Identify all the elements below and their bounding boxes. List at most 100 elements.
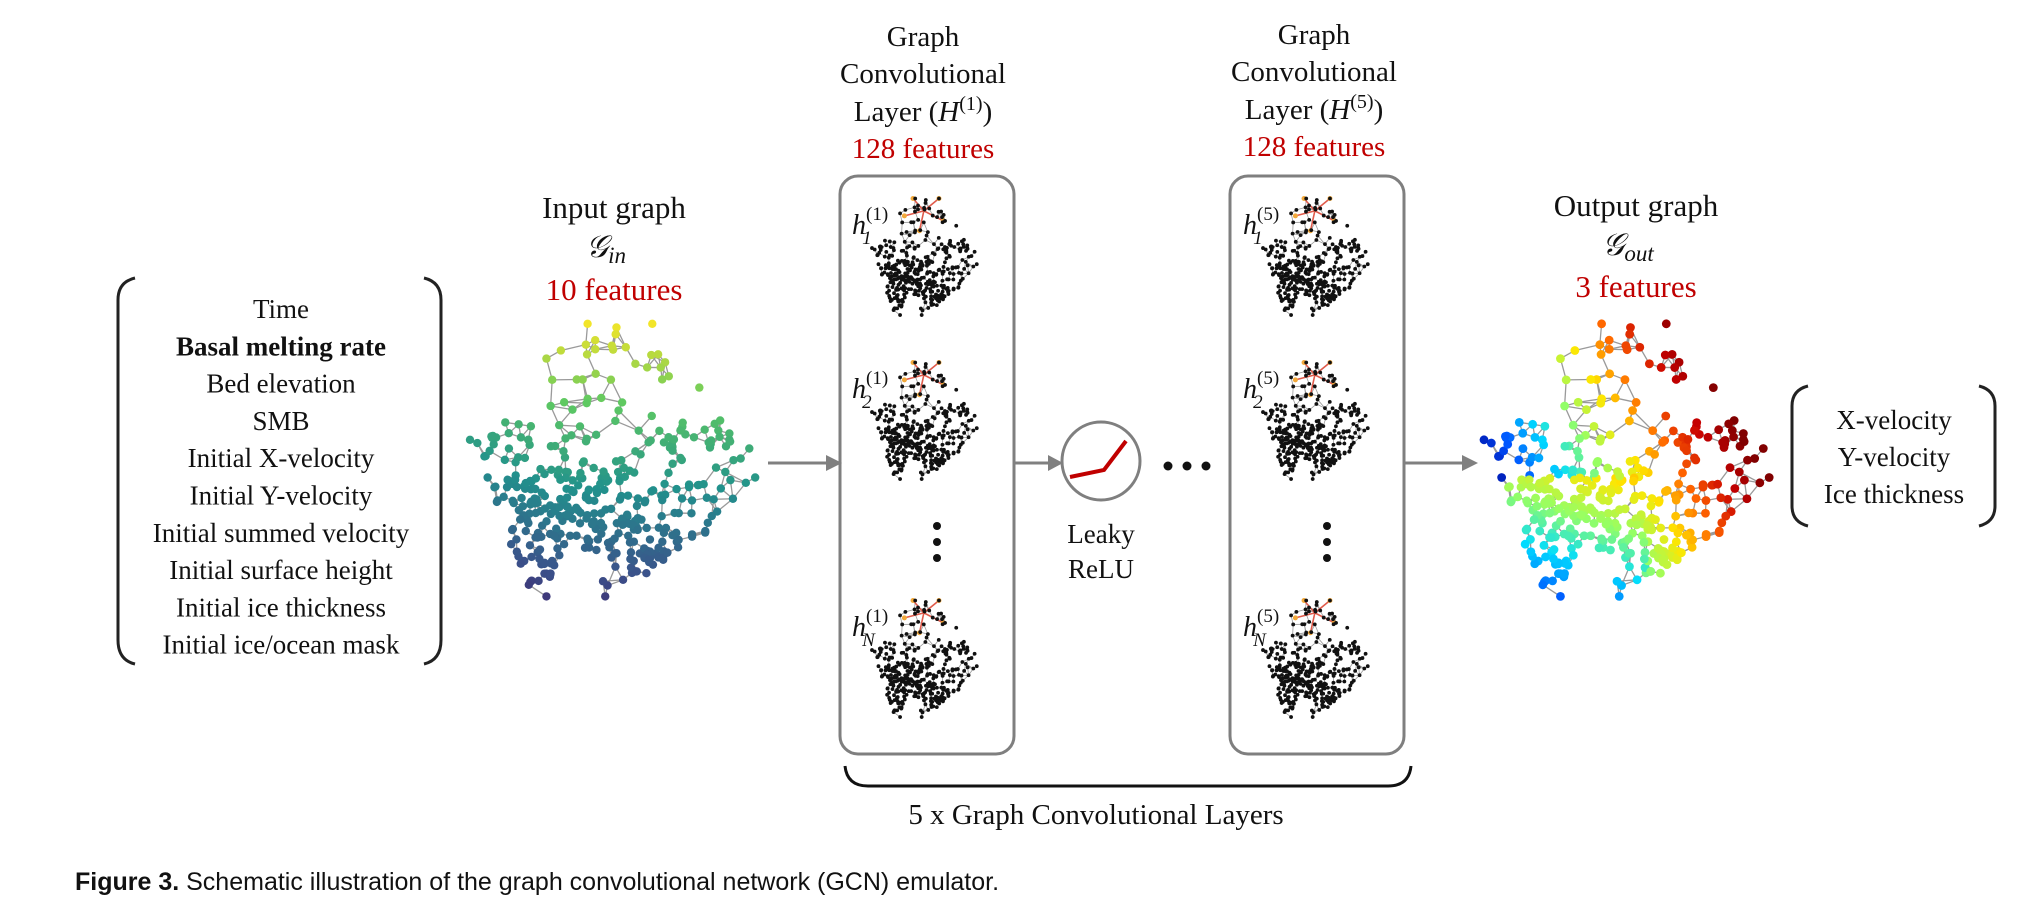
mesh-node: [894, 679, 899, 684]
mesh-node: [936, 373, 941, 378]
mesh-node: [925, 427, 929, 432]
mesh-node: [894, 451, 899, 456]
mesh-node: [936, 268, 941, 273]
mesh-node: [944, 658, 949, 663]
mesh-node: [902, 676, 907, 681]
mesh-node: [928, 661, 933, 666]
mesh-node: [936, 399, 941, 404]
mesh-node: [567, 486, 576, 495]
relu-label-line2: ReLU: [1068, 554, 1134, 584]
mesh-node: [894, 267, 898, 272]
mesh-node: [913, 209, 917, 214]
mesh-node: [962, 430, 967, 435]
mesh-node: [940, 617, 944, 622]
mesh-node: [944, 250, 949, 255]
mesh-node: [971, 666, 976, 671]
input-feature-item: Time: [253, 294, 309, 324]
mesh-node: [729, 455, 738, 465]
mesh-node: [877, 652, 882, 657]
mesh-node: [941, 449, 946, 454]
mesh-node: [572, 375, 581, 384]
mesh-node: [611, 457, 621, 466]
mesh-node: [910, 642, 915, 647]
mesh-node: [631, 359, 640, 368]
mesh-node: [904, 692, 909, 697]
mesh-node: [676, 426, 685, 435]
layer1-box: [838, 174, 1016, 756]
highlight-edge: [904, 210, 925, 217]
mesh-node: [587, 519, 597, 529]
mesh-node: [931, 466, 936, 471]
mesh-node: [928, 434, 932, 438]
mesh-node: [945, 679, 950, 684]
mesh-node: [940, 278, 945, 283]
mesh-node: [887, 696, 892, 700]
mesh-node: [887, 641, 892, 646]
mesh-node: [926, 470, 931, 474]
mesh-node: [931, 438, 936, 443]
mesh-node: [636, 450, 645, 459]
mesh-node: [935, 699, 940, 704]
mesh-node: [940, 691, 945, 696]
mesh-node: [902, 295, 907, 300]
mesh-node: [642, 363, 652, 372]
highlight-edge: [923, 197, 940, 212]
mesh-node: [526, 422, 536, 431]
mesh-node: [911, 256, 916, 260]
mesh-node: [726, 475, 735, 485]
mesh-node: [647, 350, 656, 360]
mesh-node: [940, 442, 945, 447]
mesh-node: [902, 423, 907, 427]
mesh-node: [945, 246, 949, 250]
mesh-node: [902, 274, 907, 279]
mesh-node: [958, 278, 963, 283]
input-feature-item: Initial X-velocity: [188, 443, 375, 473]
mesh-node: [913, 452, 918, 457]
mesh-node: [901, 451, 905, 456]
mesh-node: [912, 672, 917, 677]
mesh-node: [508, 524, 518, 534]
mesh-node: [916, 381, 921, 386]
mesh-node: [885, 674, 890, 679]
input-feature-list: Time Basal melting rate Bed elevation SMB In…: [116, 276, 443, 666]
mesh-node: [936, 235, 941, 240]
mesh-node: [957, 247, 962, 252]
mesh-node: [926, 708, 931, 712]
mesh-node: [947, 406, 952, 410]
mesh-node: [972, 651, 977, 656]
mesh-node: [905, 245, 909, 250]
mesh-node: [912, 292, 917, 297]
mesh-node: [939, 242, 944, 247]
mesh-node: [923, 402, 928, 406]
mesh-node: [576, 508, 585, 518]
mesh-node: [899, 633, 904, 638]
mesh-node: [950, 430, 955, 435]
mesh-node: [919, 477, 924, 481]
mesh-node: [947, 242, 952, 246]
mesh-node: [935, 247, 940, 252]
mesh-node: [934, 705, 939, 710]
mesh-node: [951, 450, 956, 455]
mesh-node: [966, 418, 971, 423]
mesh-edge: [618, 410, 640, 432]
mesh-node: [555, 551, 564, 560]
mesh-node: [524, 435, 533, 444]
layer1-hidden-node-3: h(1) N: [852, 597, 979, 719]
mesh-node: [893, 437, 898, 442]
mesh-node: [912, 456, 917, 461]
mesh-node: [895, 660, 900, 665]
mesh-node: [910, 260, 915, 265]
mesh-node: [965, 665, 970, 670]
mesh-node: [912, 434, 917, 439]
mesh-node: [890, 687, 895, 692]
mesh-node: [653, 350, 663, 359]
mesh-node: [884, 651, 889, 656]
mesh-node: [677, 494, 687, 503]
input-feature-item: Initial ice/ocean mask: [163, 630, 400, 660]
mesh-node: [924, 397, 929, 402]
mesh-node: [952, 409, 957, 413]
mesh-node: [925, 632, 930, 637]
mesh-node: [517, 493, 526, 503]
mesh-node: [948, 238, 953, 243]
mesh-node: [918, 470, 923, 475]
